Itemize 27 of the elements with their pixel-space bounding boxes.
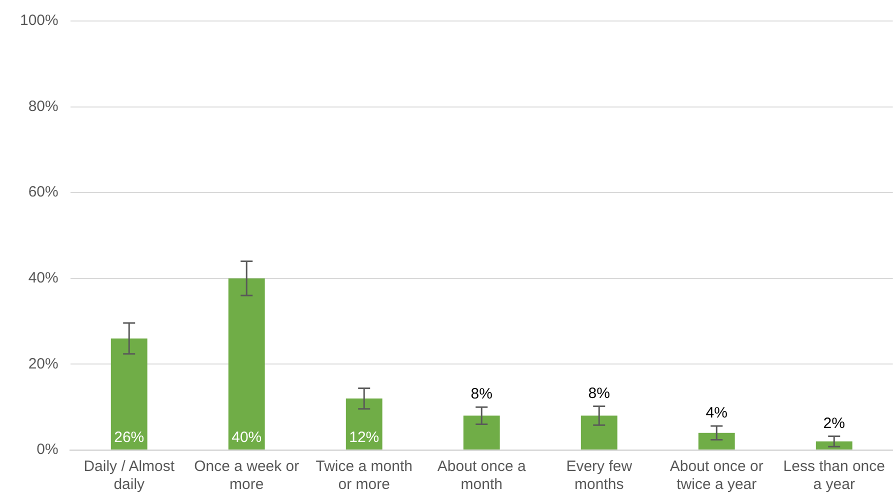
data-label: 2% xyxy=(823,414,845,432)
x-tick-label: Twice a month or more xyxy=(316,458,412,494)
y-tick-label: 80% xyxy=(28,98,58,115)
y-tick-label: 0% xyxy=(36,441,58,458)
data-label: 12% xyxy=(349,429,380,446)
x-tick-label: About once a month xyxy=(437,458,526,494)
y-tick-label: 100% xyxy=(20,12,58,30)
x-tick-label: Less than once a year xyxy=(783,458,886,494)
x-tick-label: Daily / Almost daily xyxy=(84,458,176,494)
bar xyxy=(346,398,382,450)
bar xyxy=(580,416,618,450)
data-label: 26% xyxy=(114,429,144,446)
bar xyxy=(228,278,265,450)
data-label: 40% xyxy=(232,429,262,446)
bar xyxy=(698,432,735,450)
data-label: 8% xyxy=(588,384,610,402)
y-tick-label: 60% xyxy=(28,184,58,201)
y-tick-label: 20% xyxy=(28,355,58,372)
bar xyxy=(110,338,148,450)
data-label: 4% xyxy=(706,404,728,422)
bar xyxy=(463,416,500,450)
data-label: 8% xyxy=(470,386,492,403)
bar xyxy=(816,441,852,450)
x-tick-label: About once or twice a year xyxy=(670,458,764,494)
x-tick-label: Once a week or more xyxy=(194,458,300,494)
y-tick-label: 40% xyxy=(28,270,58,287)
x-tick-label: Every few months xyxy=(566,458,632,494)
